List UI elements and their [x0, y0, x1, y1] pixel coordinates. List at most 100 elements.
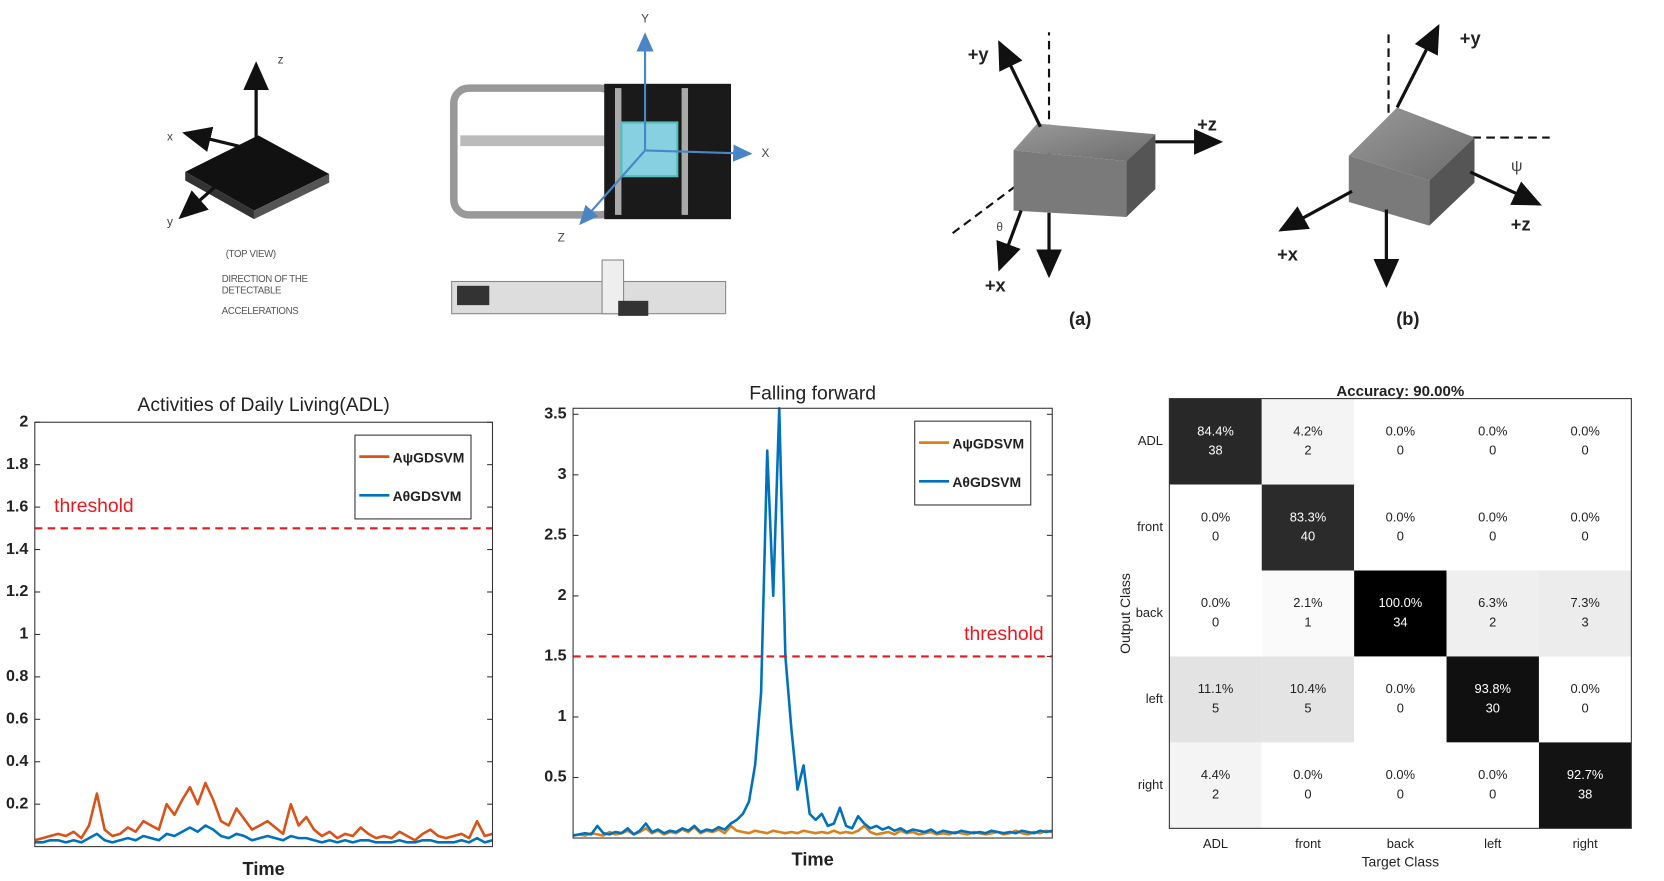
cell-percent: 0.0% — [1570, 423, 1599, 438]
y-tick-label: back — [1136, 605, 1164, 620]
plot-frame — [34, 421, 494, 848]
matrix-cell — [1261, 484, 1355, 571]
matrix-cell — [1169, 484, 1262, 571]
plot-frame — [1168, 398, 1632, 829]
matrix-cell — [1261, 742, 1355, 829]
panel-label: (b) — [1396, 308, 1419, 329]
cell-percent: 0.0% — [1478, 509, 1507, 524]
y-tick-label: right — [1138, 777, 1163, 792]
matrix-cell — [1261, 398, 1355, 485]
x-axis-label: Time — [243, 858, 285, 879]
cell-percent: 10.4% — [1290, 681, 1327, 696]
chart-title: Accuracy: 90.00% — [1336, 383, 1464, 400]
axis-label: +x — [985, 275, 1007, 296]
y-tick-label: 1.8 — [6, 455, 28, 473]
y-tick-label: 1.5 — [544, 647, 566, 665]
cell-count: 34 — [1393, 615, 1407, 630]
cell-percent: 0.0% — [1293, 767, 1322, 782]
axis-label: +z — [1197, 114, 1217, 135]
caption: DETECTABLE — [222, 286, 282, 297]
cell-percent: 0.0% — [1386, 767, 1415, 782]
cell-count: 0 — [1582, 529, 1589, 544]
axis-label: z — [278, 52, 284, 66]
y-tick-label: 1 — [558, 707, 567, 725]
matrix-cell — [1538, 398, 1632, 485]
x-tick-label: ADL — [1203, 836, 1228, 851]
data-line — [34, 824, 493, 844]
cell-percent: 0.0% — [1478, 767, 1507, 782]
cell-percent: 0.0% — [1386, 681, 1415, 696]
cell-count: 0 — [1582, 443, 1589, 458]
y-tick-label: 0.5 — [544, 768, 566, 786]
legend-box — [354, 434, 472, 520]
legend-label: AθGDSVM — [393, 488, 462, 504]
axis-label: y — [167, 215, 173, 229]
data-line — [572, 406, 1053, 837]
y-tick-label: 3.5 — [544, 405, 566, 423]
matrix-cell — [1261, 570, 1355, 657]
cell-count: 2 — [1304, 443, 1311, 458]
cell-count: 38 — [1578, 786, 1592, 801]
matrix-cell — [1538, 742, 1632, 829]
y-tick-label: 2 — [558, 586, 567, 604]
matrix-cell — [1538, 484, 1632, 571]
cell-percent: 7.3% — [1570, 595, 1599, 610]
y-axis-label: Output Class — [1117, 573, 1133, 654]
cell-percent: 92.7% — [1567, 767, 1604, 782]
cell-percent: 0.0% — [1570, 681, 1599, 696]
cell-percent: 0.0% — [1386, 509, 1415, 524]
cell-count: 0 — [1212, 529, 1219, 544]
legend-label: AθGDSVM — [952, 474, 1021, 490]
y-tick-label: 1.4 — [6, 540, 28, 558]
y-tick-label: 0.2 — [6, 794, 28, 812]
matrix-cell — [1354, 656, 1447, 743]
x-tick-label: back — [1387, 836, 1415, 851]
matrix-cell — [1169, 398, 1262, 485]
cell-percent: 0.0% — [1570, 509, 1599, 524]
cell-count: 3 — [1582, 615, 1589, 630]
plot-frame — [572, 407, 1053, 839]
cell-percent: 4.2% — [1293, 423, 1322, 438]
cell-percent: 84.4% — [1197, 423, 1234, 438]
caption: ACCELERATIONS — [222, 306, 299, 317]
axis-label: +y — [1460, 28, 1482, 49]
matrix-cell — [1261, 656, 1355, 743]
cell-count: 1 — [1304, 615, 1311, 630]
y-tick-label: ADL — [1138, 433, 1163, 448]
axis-label: X — [761, 146, 769, 160]
cell-count: 30 — [1486, 701, 1500, 716]
y-tick-label: 1.2 — [6, 582, 28, 600]
cell-percent: 0.0% — [1201, 595, 1230, 610]
cube-diagram-a: +y +z +x θ (a) — [950, 32, 1224, 329]
matrix-cell — [1446, 742, 1539, 829]
cell-count: 40 — [1301, 529, 1315, 544]
cell-percent: 93.8% — [1474, 681, 1511, 696]
cell-percent: 100.0% — [1379, 595, 1423, 610]
cell-count: 0 — [1397, 701, 1404, 716]
axis-label: Z — [558, 231, 565, 245]
data-line — [34, 781, 493, 842]
axis-label: +y — [968, 44, 990, 65]
cell-count: 38 — [1208, 443, 1222, 458]
legend-label: AψGDSVM — [393, 449, 465, 465]
axis-label: Y — [641, 11, 649, 25]
matrix-cell — [1538, 570, 1632, 657]
cell-percent: 0.0% — [1386, 423, 1415, 438]
legend-label: AψGDSVM — [952, 435, 1024, 451]
cell-count: 0 — [1489, 443, 1496, 458]
cell-count: 0 — [1397, 529, 1404, 544]
y-tick-label: front — [1137, 519, 1163, 534]
matrix-cell — [1169, 656, 1262, 743]
y-tick-label: 2 — [19, 412, 28, 430]
matrix-cell — [1354, 484, 1447, 571]
matrix-cell — [1169, 742, 1262, 829]
cell-count: 0 — [1489, 786, 1496, 801]
cell-count: 0 — [1582, 701, 1589, 716]
cell-count: 0 — [1212, 615, 1219, 630]
threshold-label: threshold — [964, 624, 1044, 645]
caption: DIRECTION OF THE — [222, 274, 309, 285]
matrix-cell — [1446, 570, 1539, 657]
cell-count: 2 — [1212, 786, 1219, 801]
angle-label: θ — [996, 220, 1003, 234]
